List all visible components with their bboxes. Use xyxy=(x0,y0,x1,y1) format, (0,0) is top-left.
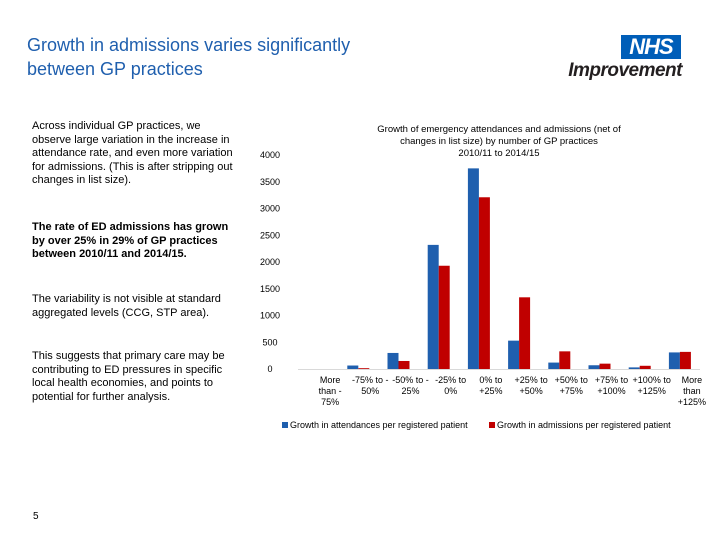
paragraph-key-finding: The rate of ED admissions has grown by o… xyxy=(32,221,229,261)
bar-series-2-4 xyxy=(478,197,490,369)
bar-series-2-8 xyxy=(639,365,651,369)
x-category-label: +75% to +100% xyxy=(595,375,628,396)
x-category-label: -25% to 0% xyxy=(435,375,466,396)
x-category-label: +100% to +125% xyxy=(633,375,671,396)
legend-label-2: Growth in admissions per registered pati… xyxy=(497,420,671,430)
bar-series-1-7 xyxy=(588,365,600,369)
bar-series-2-1 xyxy=(358,368,370,369)
bar-series-2-3 xyxy=(438,265,450,369)
bar-series-1-3 xyxy=(427,244,439,369)
x-category-label: -75% to -50% xyxy=(352,375,389,396)
page-number: 5 xyxy=(33,511,39,522)
legend-label-1: Growth in attendances per registered pat… xyxy=(290,420,468,430)
y-tick-label: 1500 xyxy=(260,284,280,294)
bar-series-1-4 xyxy=(467,168,479,369)
bar-series-2-2 xyxy=(398,360,410,369)
x-category-label: 0% to +25% xyxy=(479,375,502,396)
nhs-improvement-logo: NHS Improvement xyxy=(555,33,690,85)
x-category-label: More than -75% xyxy=(319,375,342,407)
bar-series-1-1 xyxy=(347,365,359,369)
x-category-label: +50% to +75% xyxy=(555,375,588,396)
nhs-logo-mark: NHS xyxy=(621,35,681,59)
bar-series-2-7 xyxy=(599,363,611,369)
slide-title: Growth in admissions varies significantl… xyxy=(27,33,457,81)
bar-series-1-9 xyxy=(668,352,680,369)
x-category-label: -50% to -25% xyxy=(392,375,429,396)
bar-series-1-6 xyxy=(548,362,560,369)
legend-swatch-2 xyxy=(489,422,495,428)
bar-series-1-2 xyxy=(387,352,399,369)
y-tick-label: 2500 xyxy=(260,230,280,240)
y-tick-label: 3000 xyxy=(260,204,280,214)
y-tick-label: 0 xyxy=(267,364,272,374)
bar-series-1-5 xyxy=(508,340,520,369)
slide-title-line-2: between GP practices xyxy=(27,59,203,79)
chart-title-line-2: changes in list size) by number of GP pr… xyxy=(400,136,598,147)
y-tick-label: 2000 xyxy=(260,257,280,267)
x-category-label: More than +125% xyxy=(678,375,706,407)
chart-title-line-3: 2010/11 to 2014/15 xyxy=(458,148,539,159)
bar-series-1-8 xyxy=(628,367,640,369)
slide-title-line-1: Growth in admissions varies significantl… xyxy=(27,35,351,55)
y-tick-label: 500 xyxy=(262,337,277,347)
y-tick-label: 4000 xyxy=(260,150,280,160)
bar-series-2-5 xyxy=(519,297,531,369)
legend-swatch-1 xyxy=(282,422,288,428)
y-tick-label: 1000 xyxy=(260,311,280,321)
paragraph-variation: Across individual GP practices, we obser… xyxy=(32,120,233,187)
bar-series-2-6 xyxy=(559,351,571,369)
bar-series-2-9 xyxy=(679,351,691,369)
improvement-wordmark: Improvement xyxy=(568,60,682,81)
paragraph-conclusion: This suggests that primary care may be c… xyxy=(32,350,225,403)
chart-title-line-1: Growth of emergency attendances and admi… xyxy=(377,124,621,135)
y-tick-label: 3500 xyxy=(260,177,280,187)
paragraph-aggregation: The variability is not visible at standa… xyxy=(32,293,221,319)
x-category-label: +25% to +50% xyxy=(514,375,547,396)
